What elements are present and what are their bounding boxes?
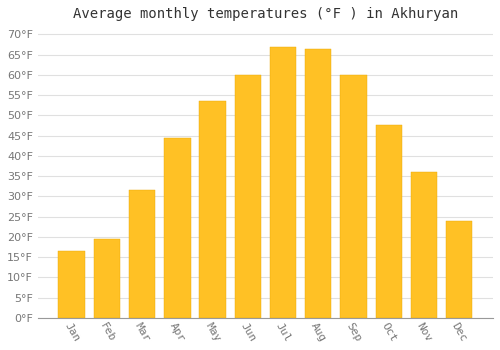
Bar [200, 101, 226, 318]
Bar [129, 190, 156, 318]
Bar [446, 220, 472, 318]
Bar [305, 49, 332, 318]
Bar [340, 75, 366, 318]
Bar [410, 172, 437, 318]
Bar [58, 251, 85, 318]
Title: Average monthly temperatures (°F ) in Akhuryan: Average monthly temperatures (°F ) in Ak… [73, 7, 458, 21]
Bar [94, 239, 120, 318]
Bar [164, 138, 190, 318]
Bar [270, 47, 296, 318]
Bar [376, 125, 402, 318]
Bar [234, 75, 261, 318]
